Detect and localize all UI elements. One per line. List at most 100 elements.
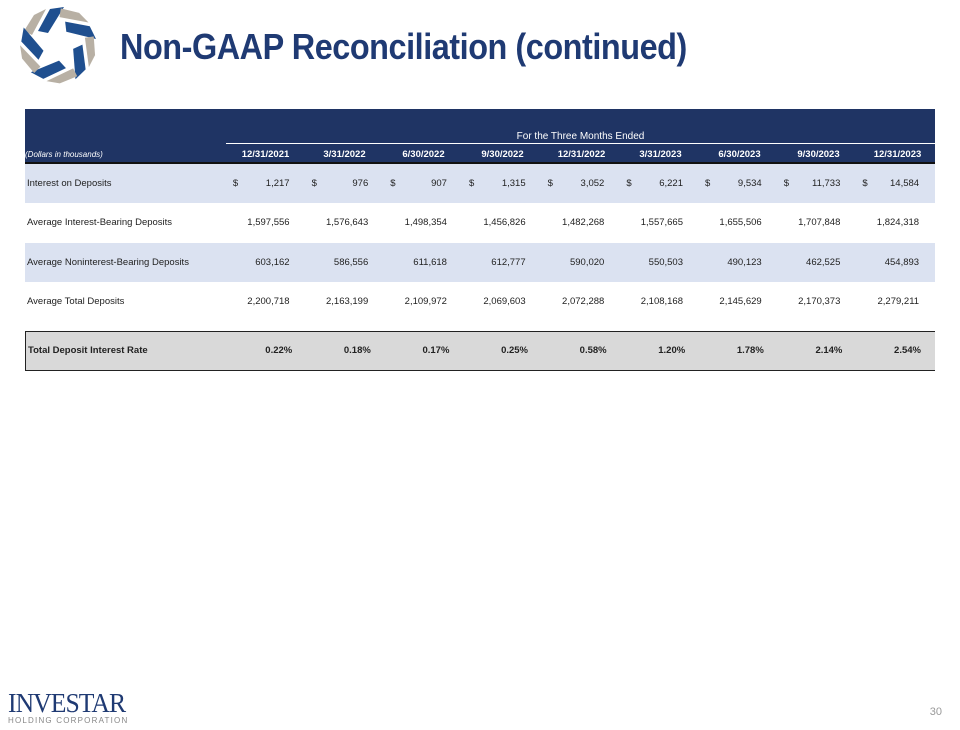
brand-subtitle: HOLDING CORPORATION — [8, 716, 129, 725]
table-cell: 1,655,506 — [699, 217, 778, 228]
table-cell: 462,525 — [778, 257, 857, 268]
company-logo-icon — [11, 4, 108, 86]
table-cell: 611,618 — [384, 257, 463, 268]
period-label: For the Three Months Ended — [226, 131, 935, 144]
table-row: Average Total Deposits 2,200,718 2,163,199… — [25, 282, 935, 322]
cell-value: 0.18% — [343, 345, 371, 356]
currency-symbol: $ — [390, 177, 396, 189]
table-cell: 2,170,373 — [778, 296, 857, 307]
currency-symbol: $ — [783, 177, 789, 189]
cell-value: 1,456,826 — [483, 217, 526, 229]
table-cell: 1,707,848 — [778, 217, 857, 228]
cell-value: 11,733 — [812, 177, 841, 189]
cell-value: 1,576,643 — [325, 217, 369, 229]
cell-value: 0.25% — [501, 345, 528, 356]
header-divider — [25, 162, 935, 164]
table-cell: 1,498,354 — [384, 217, 463, 228]
cell-value: 1.78% — [736, 345, 764, 356]
cell-value: 1,482,268 — [562, 217, 605, 229]
table-cell: 1,597,556 — [227, 217, 306, 228]
table-cell: 0.18% — [306, 345, 385, 356]
table-cell: 454,893 — [856, 257, 935, 268]
table-cell: 2,200,718 — [227, 296, 306, 307]
cell-value: 1,655,506 — [719, 217, 762, 229]
table-cell: 1,482,268 — [542, 217, 621, 228]
column-header: 9/30/2022 — [481, 149, 524, 160]
total-row: Total Deposit Interest Rate 0.22% 0.18% 0.… — [25, 330, 935, 371]
cell-value: 2.54% — [894, 345, 921, 356]
table-cell: 1,824,318 — [856, 217, 935, 228]
row-label: Average Total Deposits — [27, 296, 125, 308]
table-cell: $3,052 — [542, 178, 621, 189]
table-row: Interest on Deposits $1,217 $976 $907 $1,315… — [25, 163, 935, 203]
cell-value: 14,584 — [890, 177, 920, 189]
table-cell: 1,456,826 — [463, 217, 542, 228]
table-cell: 1.20% — [621, 345, 700, 356]
table-cell: 2.14% — [778, 345, 857, 356]
cell-value: 2,145,629 — [719, 296, 762, 308]
cell-value: 9,534 — [737, 177, 762, 189]
table-cell: $11,733 — [778, 178, 857, 189]
cell-value: 6,221 — [659, 177, 683, 189]
cell-value: 2,279,211 — [877, 296, 920, 308]
table-cell: $907 — [384, 178, 463, 189]
cell-value: 1,597,556 — [247, 217, 290, 229]
currency-symbol: $ — [862, 177, 868, 189]
table-cell: 603,162 — [227, 257, 306, 268]
row-label: Average Interest-Bearing Deposits — [27, 217, 173, 229]
table-row: Average Noninterest-Bearing Deposits 603,… — [25, 242, 935, 282]
currency-symbol: $ — [232, 177, 239, 189]
column-header: 6/30/2022 — [402, 149, 445, 160]
table-cell: 612,777 — [463, 257, 542, 268]
table-cell: 2.54% — [856, 345, 935, 356]
cell-value: 612,777 — [491, 256, 526, 268]
cell-value: 1,824,318 — [876, 217, 920, 229]
cell-value: 586,556 — [333, 256, 369, 268]
table-cell: 2,145,629 — [699, 296, 778, 307]
currency-symbol: $ — [547, 177, 553, 189]
brand-name: INVESTAR — [8, 688, 126, 718]
row-label: Interest on Deposits — [27, 177, 112, 189]
cell-value: 2,072,288 — [562, 296, 605, 308]
footer-logo: INVESTAR HOLDING CORPORATION — [8, 688, 131, 726]
cell-value: 1,707,848 — [798, 217, 841, 229]
cell-value: 2,163,199 — [325, 296, 369, 308]
table-cell: 550,503 — [620, 257, 699, 268]
units-label: (Dollars in thousands) — [25, 150, 103, 159]
cell-value: 0.22% — [265, 345, 293, 356]
table-cell: 2,108,168 — [620, 296, 699, 307]
reconciliation-table: For the Three Months Ended (Dollars in t… — [25, 109, 935, 371]
page-title: Non-GAAP Reconciliation (continued) — [120, 26, 687, 67]
column-header: 6/30/2023 — [718, 149, 761, 160]
column-header: 12/31/2022 — [557, 149, 606, 160]
cell-value: 2,069,603 — [483, 296, 526, 308]
column-header: 3/31/2022 — [323, 149, 366, 160]
table-cell: $1,217 — [227, 178, 306, 189]
cell-value: 462,525 — [806, 256, 841, 268]
column-header: 3/31/2023 — [639, 149, 682, 160]
table-cell: 1,576,643 — [306, 217, 385, 228]
cell-value: 1,557,665 — [640, 217, 683, 229]
page-number: 30 — [929, 706, 942, 718]
cell-value: 1,315 — [501, 177, 526, 189]
table-cell: 0.17% — [385, 345, 464, 356]
cell-value: 1.20% — [658, 345, 686, 356]
table-cell: 590,020 — [542, 257, 621, 268]
table-cell: $14,584 — [856, 178, 935, 189]
cell-value: 976 — [352, 177, 369, 189]
table-cell: 1.78% — [699, 345, 778, 356]
cell-value: 907 — [431, 177, 447, 189]
cell-value: 1,498,354 — [404, 217, 447, 229]
table-cell: 2,069,603 — [463, 296, 542, 307]
cell-value: 0.58% — [579, 345, 607, 356]
column-header: 9/30/2023 — [797, 149, 840, 160]
table-cell: $6,221 — [620, 178, 699, 189]
currency-symbol: $ — [626, 177, 632, 189]
table-cell: 2,279,211 — [856, 296, 935, 307]
row-label: Total Deposit Interest Rate — [28, 345, 148, 356]
table-cell: 586,556 — [306, 257, 385, 268]
cell-value: 0.17% — [422, 345, 450, 356]
table-cell: 0.25% — [463, 345, 542, 356]
cell-value: 603,162 — [255, 256, 290, 268]
cell-value: 590,020 — [569, 256, 605, 268]
